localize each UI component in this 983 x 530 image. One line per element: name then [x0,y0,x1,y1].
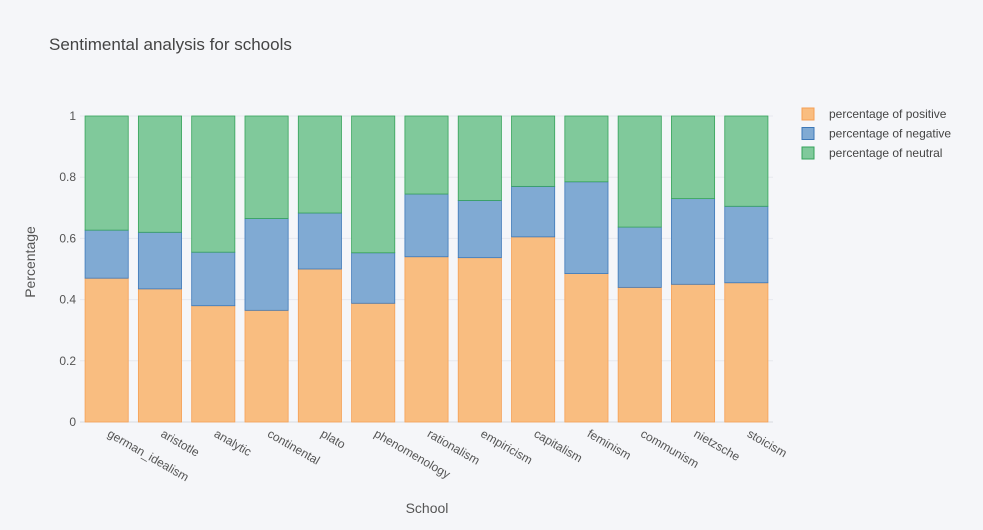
legend-label[interactable]: percentage of neutral [829,146,942,160]
x-axis-title: School [406,500,449,516]
bar-segment-plato-1[interactable] [297,212,342,270]
bar-segment-phenomenology-2[interactable] [351,115,396,254]
legend-label[interactable]: percentage of positive [829,107,947,121]
bar-segment-analytic-2[interactable] [191,115,236,253]
legend-swatch[interactable] [801,107,815,121]
x-tick-label: empiricism [478,426,535,467]
bar-segment-capitalism-2[interactable] [511,115,556,187]
chart-title: Sentimental analysis for schools [49,35,292,54]
y-tick-label: 0.8 [59,170,76,184]
bar-segment-stoicism-1[interactable] [724,205,769,284]
bar-segment-german_idealism-2[interactable] [84,115,129,231]
legend-swatch[interactable] [801,146,815,160]
bar-segment-capitalism-1[interactable] [511,185,556,238]
legend-swatch[interactable] [801,127,815,140]
bar-segment-empiricism-1[interactable] [457,200,502,259]
bar-segment-capitalism-0[interactable] [511,236,556,423]
bar-segment-communism-0[interactable] [617,286,662,423]
bar-segment-phenomenology-1[interactable] [351,252,396,304]
bar-segment-rationalism-1[interactable] [404,193,449,258]
bar-segment-aristotle-0[interactable] [137,288,182,423]
y-tick-label: 0 [69,415,76,429]
y-tick-label: 1 [69,109,76,123]
bar-segment-rationalism-2[interactable] [404,115,449,195]
bar-segment-aristotle-1[interactable] [137,231,182,290]
bar-segment-empiricism-0[interactable] [457,257,502,423]
bar-segment-plato-0[interactable] [297,268,342,423]
bar-segment-nietzsche-1[interactable] [671,198,716,285]
bar-segment-german_idealism-1[interactable] [84,229,129,279]
bar-segment-plato-2[interactable] [297,115,342,214]
bar-segment-feminism-2[interactable] [564,115,609,183]
bar-segment-continental-1[interactable] [244,218,289,311]
bar-segment-aristotle-2[interactable] [137,115,182,233]
x-tick-label: plato [318,426,348,451]
bar-segment-phenomenology-0[interactable] [351,302,396,423]
y-axis-ticks: 0 0.2 0.4 0.6 0.8 1 [59,109,76,429]
y-tick-label: 0.2 [59,354,76,368]
bar-segment-empiricism-2[interactable] [457,115,502,201]
x-tick-label: analytic [212,426,254,458]
bar-segment-communism-2[interactable] [617,115,662,228]
bar-segment-feminism-1[interactable] [564,181,609,274]
bar-segment-feminism-0[interactable] [564,273,609,423]
bar-segment-stoicism-2[interactable] [724,115,769,207]
x-tick-label: feminism [585,426,634,462]
bar-segment-analytic-1[interactable] [191,251,236,307]
legend[interactable]: percentage of positive percentage of nega… [801,107,951,160]
bar-segment-communism-1[interactable] [617,226,662,288]
bar-segment-stoicism-0[interactable] [724,282,769,423]
bar-segment-continental-0[interactable] [244,309,289,423]
y-tick-label: 0.6 [59,231,76,245]
bar-segment-continental-2[interactable] [244,115,289,219]
y-tick-label: 0.4 [59,293,76,307]
bar-segment-analytic-0[interactable] [191,305,236,423]
x-tick-label: capitalism [532,426,585,465]
x-tick-label: continental [265,426,322,467]
bar-segment-german_idealism-0[interactable] [84,277,129,423]
x-tick-label: aristotle [158,426,202,459]
x-tick-label: stoicism [745,426,790,460]
bar-segment-nietzsche-0[interactable] [671,283,716,423]
bars [84,115,769,423]
y-axis-title: Percentage [22,226,38,298]
bar-segment-nietzsche-2[interactable] [671,115,716,200]
bar-segment-rationalism-0[interactable] [404,256,449,423]
x-tick-label: communism [638,426,701,470]
legend-label[interactable]: percentage of negative [829,127,951,141]
